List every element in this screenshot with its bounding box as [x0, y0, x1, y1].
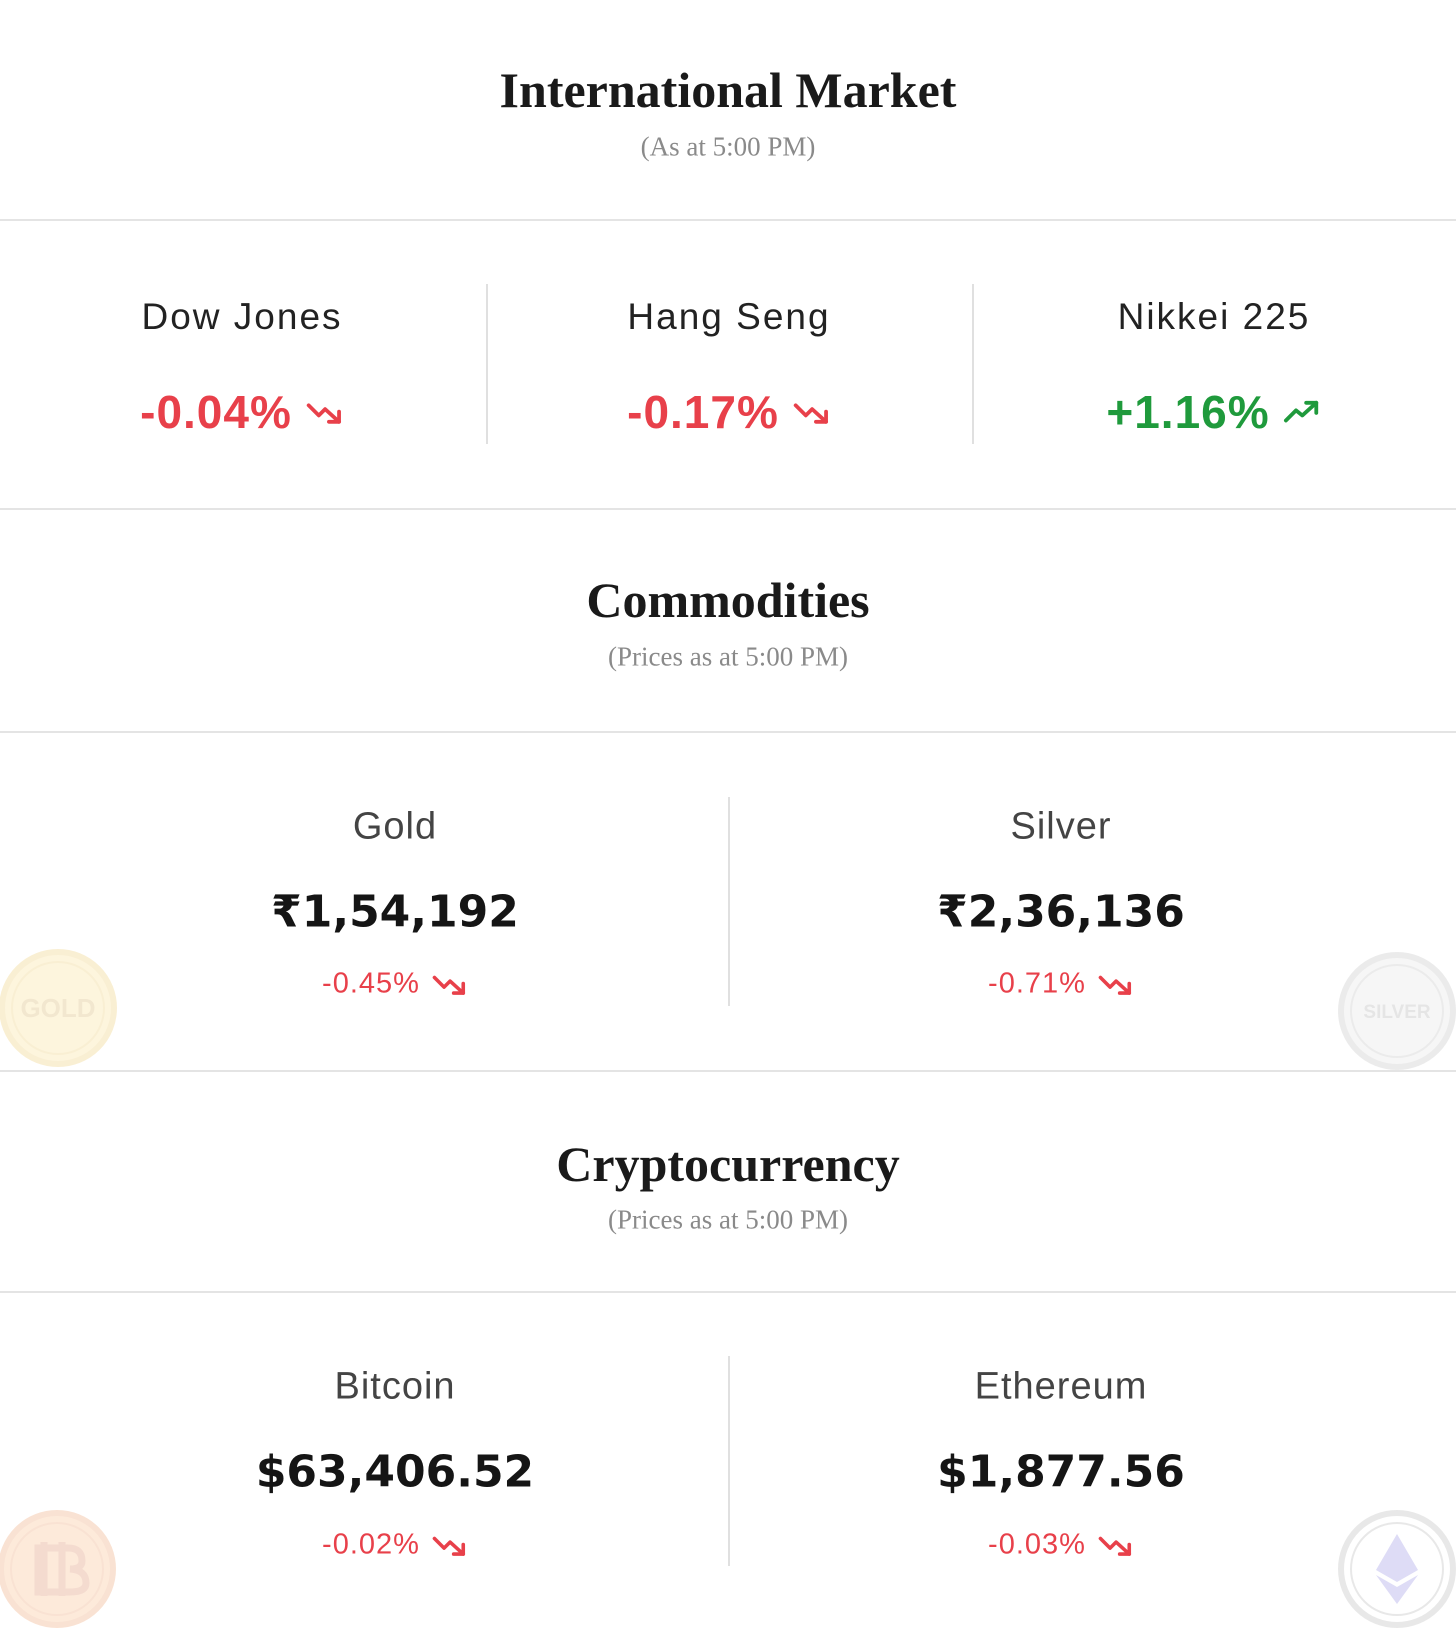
section-title: International Market	[499, 62, 957, 118]
column-divider	[728, 797, 730, 1006]
trend-down-icon	[432, 1536, 465, 1556]
item-change: -0.71%	[988, 968, 1134, 1001]
item-name: Dow Jones	[141, 296, 343, 337]
item-change: +1.16%	[1106, 385, 1321, 439]
item-name: Hang Seng	[627, 296, 831, 337]
silver-coin: SILVER	[1338, 952, 1456, 1070]
item-name: Silver	[1010, 805, 1112, 848]
trend-down-icon	[432, 975, 465, 995]
change-value: -0.04%	[140, 386, 292, 438]
section-title: Cryptocurrency	[556, 1136, 900, 1192]
item-change: -0.03%	[988, 1529, 1134, 1562]
item-price: ₹1,54,192	[271, 886, 519, 938]
section-subtitle: (Prices as at 5:00 PM)	[608, 641, 848, 672]
divider	[0, 219, 1456, 221]
item-name: Bitcoin	[334, 1365, 456, 1408]
trend-down-icon	[793, 403, 828, 424]
change-value: +1.16%	[1106, 386, 1270, 438]
trend-down-icon	[306, 403, 341, 424]
section-subtitle: (As at 5:00 PM)	[640, 131, 816, 162]
trend-up-icon	[1284, 400, 1319, 423]
item-change: -0.45%	[322, 968, 468, 1001]
divider	[0, 508, 1456, 510]
coin-label: GOLD	[20, 993, 95, 1023]
change-value: -0.45%	[322, 967, 420, 1000]
item-price: ₹2,36,136	[937, 886, 1185, 938]
column-divider	[485, 284, 488, 444]
ethereum-coin	[1338, 1510, 1456, 1628]
item-change: -0.17%	[627, 385, 831, 439]
item-price: $1,877.56	[937, 1446, 1185, 1498]
item-name: Gold	[352, 805, 438, 848]
divider	[0, 1070, 1456, 1072]
section-title: Commodities	[586, 572, 870, 628]
change-value: -0.02%	[322, 1528, 420, 1561]
trend-down-icon	[1098, 1536, 1131, 1556]
column-divider	[728, 1356, 730, 1566]
item-name: Ethereum	[974, 1365, 1148, 1408]
change-value: -0.03%	[988, 1528, 1086, 1561]
divider	[0, 1291, 1456, 1293]
bitcoin-coin	[0, 1510, 116, 1628]
change-value: -0.71%	[988, 967, 1086, 1000]
column-divider	[971, 284, 974, 444]
item-name: Nikkei 225	[1117, 296, 1311, 337]
trend-down-icon	[1098, 975, 1131, 995]
item-change: -0.04%	[140, 385, 344, 439]
section-subtitle: (Prices as at 5:00 PM)	[608, 1204, 848, 1235]
gold-coin: GOLD	[0, 949, 117, 1067]
item-price: $63,406.52	[255, 1446, 535, 1498]
coin-label: SILVER	[1363, 1002, 1430, 1023]
change-value: -0.17%	[627, 386, 779, 438]
item-change: -0.02%	[322, 1529, 468, 1562]
divider	[0, 731, 1456, 733]
